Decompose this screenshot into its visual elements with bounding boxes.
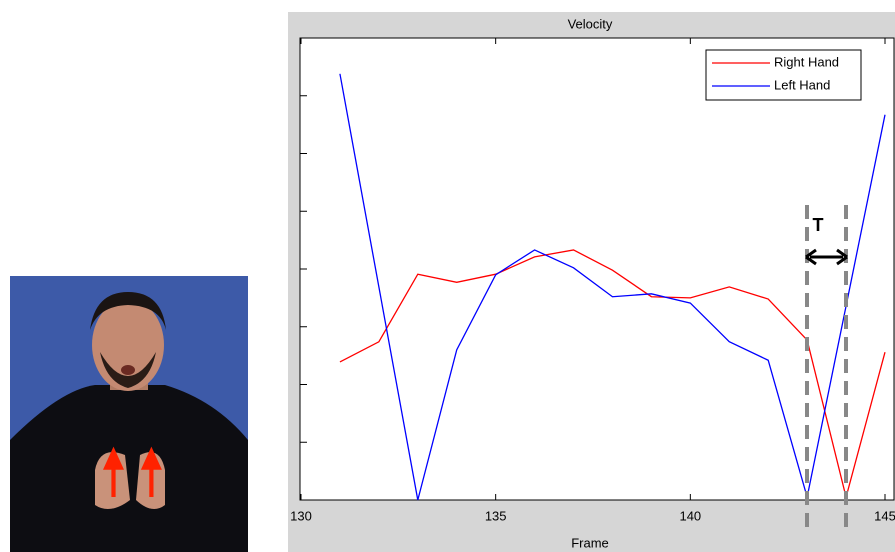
x-tick-label: 135 [485, 508, 507, 523]
x-tick-label: 140 [679, 508, 701, 523]
line-series [339, 249, 886, 500]
x-tick-label: 145 [874, 508, 895, 523]
chart-title: Velocity [568, 16, 613, 31]
plot: 130 135 140 145 [290, 38, 895, 523]
x-tick-label: 130 [290, 508, 312, 523]
line-series [339, 73, 886, 501]
plot-area [299, 37, 895, 501]
legend-label: Left Hand [774, 77, 830, 92]
video-frame [10, 276, 248, 552]
annotation-label: T [813, 215, 824, 235]
annotation: T [805, 205, 848, 535]
legend-label: Right Hand [774, 54, 839, 69]
x-axis-label: Frame [571, 535, 609, 550]
legend-box [705, 49, 862, 101]
